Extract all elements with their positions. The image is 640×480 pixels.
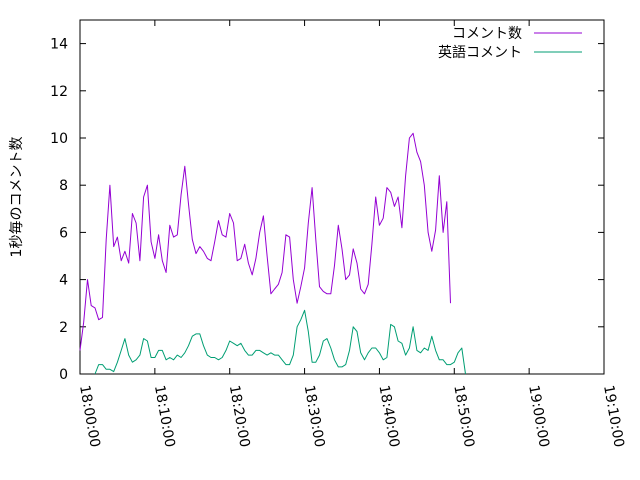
x-tick-label: 18:10:00 <box>151 384 178 449</box>
x-tick-label: 19:10:00 <box>600 384 627 449</box>
plot-frame <box>79 19 605 375</box>
x-tick-label: 18:40:00 <box>375 384 402 449</box>
y-tick-label: 10 <box>50 131 68 147</box>
y-tick-label: 4 <box>59 273 68 289</box>
legend-label-2: 英語コメント <box>438 44 522 61</box>
y-tick-label: 0 <box>59 367 68 383</box>
x-tick-label: 19:00:00 <box>525 384 552 449</box>
series-line-2 <box>94 309 466 375</box>
y-tick-label: 2 <box>59 320 68 336</box>
plot-border <box>79 19 605 375</box>
series-line-1 <box>79 132 451 351</box>
x-tick-label: 18:30:00 <box>301 384 328 449</box>
y-tick-label: 8 <box>59 178 68 194</box>
y-tick-label: 6 <box>59 225 68 241</box>
y-tick-label: 14 <box>50 37 68 53</box>
x-tick-label: 18:20:00 <box>226 384 253 449</box>
y-axis-ticks: 0 2 4 6 8 10 12 14 <box>50 37 604 383</box>
legend-label-1: コメント数 <box>452 26 522 42</box>
y-tick-label: 12 <box>50 84 68 100</box>
y-axis-label: 1秒毎のコメント数 <box>9 137 25 258</box>
x-tick-label: 18:00:00 <box>76 384 103 449</box>
x-tick-label: 18:50:00 <box>450 384 477 449</box>
series-lines <box>79 132 466 375</box>
